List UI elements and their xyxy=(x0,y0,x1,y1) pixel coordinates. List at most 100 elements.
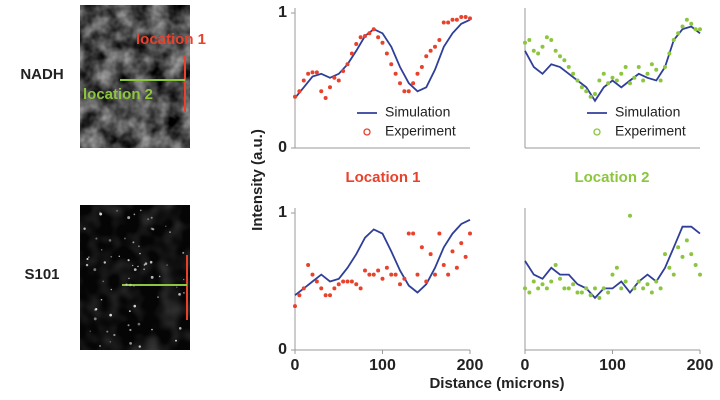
experiment-point xyxy=(663,252,667,257)
experiment-point xyxy=(297,89,302,94)
experiment-point xyxy=(319,89,324,94)
experiment-point xyxy=(544,286,549,291)
experiment-point xyxy=(575,78,580,83)
experiment-point xyxy=(527,290,532,295)
experiment-point xyxy=(415,272,420,277)
experiment-point xyxy=(354,282,359,287)
experiment-point xyxy=(571,282,576,287)
experiment-point xyxy=(566,286,571,291)
speck xyxy=(86,258,89,261)
experiment-point xyxy=(579,85,584,90)
experiment-point xyxy=(636,65,641,69)
x-tick-label: 100 xyxy=(599,357,626,374)
experiment-point xyxy=(384,51,389,56)
speck xyxy=(151,328,153,331)
speck xyxy=(116,210,118,212)
experiment-point xyxy=(645,71,650,76)
speck xyxy=(178,327,182,330)
speck xyxy=(147,218,150,221)
experiment-point xyxy=(389,272,394,277)
x-axis-label: Distance (microns) xyxy=(429,375,564,392)
experiment-point xyxy=(406,89,411,94)
experiment-point xyxy=(553,263,558,268)
speck xyxy=(100,298,103,301)
experiment-point xyxy=(680,24,685,29)
experiment-point xyxy=(301,78,306,83)
speck xyxy=(143,268,145,270)
experiment-point xyxy=(437,38,442,42)
experiment-point xyxy=(641,78,646,83)
speck xyxy=(183,278,185,281)
experiment-point xyxy=(523,286,527,291)
experiment-point xyxy=(297,293,302,298)
experiment-point xyxy=(597,295,602,300)
speck xyxy=(150,216,153,219)
y-tick-label: 0 xyxy=(278,341,287,358)
experiment-point xyxy=(389,62,394,67)
experiment-point xyxy=(698,27,702,32)
experiment-point xyxy=(619,286,624,291)
speck xyxy=(178,293,181,296)
speck xyxy=(128,283,132,287)
speck xyxy=(127,324,130,327)
experiment-point xyxy=(544,35,549,40)
experiment-point xyxy=(454,265,459,270)
row-label: NADH xyxy=(20,66,63,83)
experiment-point xyxy=(663,65,667,69)
experiment-point xyxy=(459,241,464,246)
simulation-line xyxy=(524,25,701,103)
speck xyxy=(103,261,107,264)
experiment-point xyxy=(667,265,672,270)
speck xyxy=(95,307,98,311)
column-title: Location 2 xyxy=(574,169,649,186)
experiment-point xyxy=(558,54,562,59)
experiment-point xyxy=(363,268,367,273)
experiment-point xyxy=(658,78,663,83)
legend-swatch xyxy=(363,128,371,136)
speck xyxy=(149,260,153,264)
experiment-point xyxy=(628,81,632,86)
speck xyxy=(113,333,116,337)
experiment-point xyxy=(680,254,685,259)
speck xyxy=(157,296,159,298)
speck xyxy=(138,345,141,348)
legend-label: Experiment xyxy=(385,123,456,139)
experiment-point xyxy=(446,20,451,25)
speck xyxy=(139,252,141,255)
experiment-point xyxy=(345,62,350,67)
experiment-point xyxy=(336,282,341,287)
experiment-point xyxy=(376,35,381,40)
experiment-point xyxy=(463,254,468,259)
s101-image xyxy=(80,205,190,350)
speck xyxy=(139,209,142,212)
speck xyxy=(118,255,120,258)
experiment-point xyxy=(649,62,654,67)
experiment-point xyxy=(558,276,562,281)
speck xyxy=(166,264,168,266)
experiment-point xyxy=(531,48,536,53)
y-axis-label: Intensity (a.u.) xyxy=(249,129,266,231)
row-label: S101 xyxy=(24,266,59,283)
experiment-point xyxy=(698,272,702,277)
experiment-point xyxy=(579,290,584,295)
experiment-point xyxy=(667,51,672,56)
speck xyxy=(87,256,90,258)
experiment-point xyxy=(536,286,541,291)
experiment-point xyxy=(553,48,558,53)
speck xyxy=(106,330,109,333)
speck xyxy=(127,259,130,262)
experiment-point xyxy=(610,272,615,277)
column-title: Location 1 xyxy=(345,169,420,186)
experiment-point xyxy=(314,70,319,75)
experiment-point xyxy=(328,293,332,298)
speck xyxy=(169,231,171,234)
experiment-point xyxy=(641,286,646,291)
experiment-point xyxy=(649,290,654,295)
speck xyxy=(123,237,126,240)
experiment-point xyxy=(433,44,437,49)
experiment-point xyxy=(310,70,315,75)
experiment-point xyxy=(689,252,694,257)
experiment-point xyxy=(463,15,468,20)
experiment-point xyxy=(584,89,589,94)
speck xyxy=(109,313,113,317)
